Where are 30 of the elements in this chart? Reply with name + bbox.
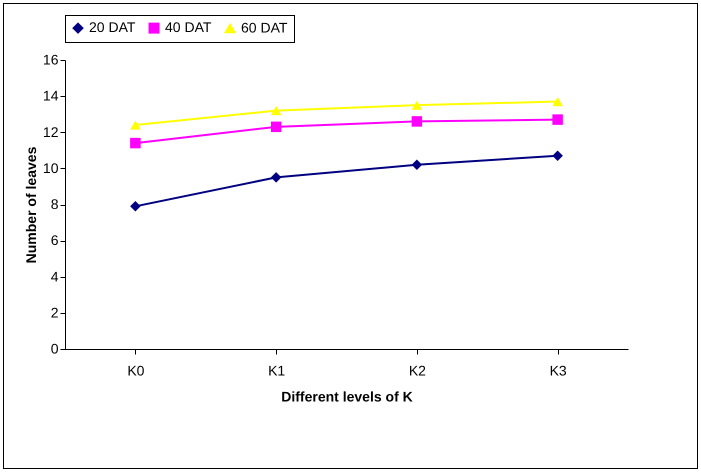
x-tick-label: K1: [268, 362, 286, 378]
point: [552, 97, 563, 106]
y-tick-label: 10: [42, 160, 59, 176]
x-tick-label: K2: [408, 362, 426, 378]
point: [552, 150, 563, 161]
y-tick-label: 16: [42, 52, 59, 68]
x-axis-title: Different levels of K: [281, 388, 413, 404]
x-tick-label: K3: [550, 362, 567, 378]
y-tick-label: 12: [42, 124, 59, 140]
point: [270, 172, 282, 183]
point: [130, 138, 141, 148]
legend-label: 60 DAT: [241, 19, 288, 36]
point: [270, 122, 282, 132]
y-tick-label: 14: [42, 88, 59, 104]
y-tick-label: 6: [50, 232, 59, 248]
point: [412, 160, 422, 170]
point: [130, 201, 141, 212]
point: [270, 106, 282, 116]
point: [412, 100, 422, 110]
y-tick-label: 2: [50, 304, 59, 320]
legend-label: 20 DAT: [89, 19, 136, 36]
point: [412, 116, 422, 127]
y-tick-label: 8: [50, 196, 59, 212]
point: [552, 114, 563, 125]
y-tick-label: 0: [50, 340, 59, 356]
y-tick-label: 4: [50, 268, 59, 284]
point: [130, 120, 141, 130]
x-tick-label: K0: [127, 362, 145, 378]
y-axis-title: Number of leaves: [22, 146, 39, 264]
legend-label: 40 DAT: [165, 19, 212, 36]
